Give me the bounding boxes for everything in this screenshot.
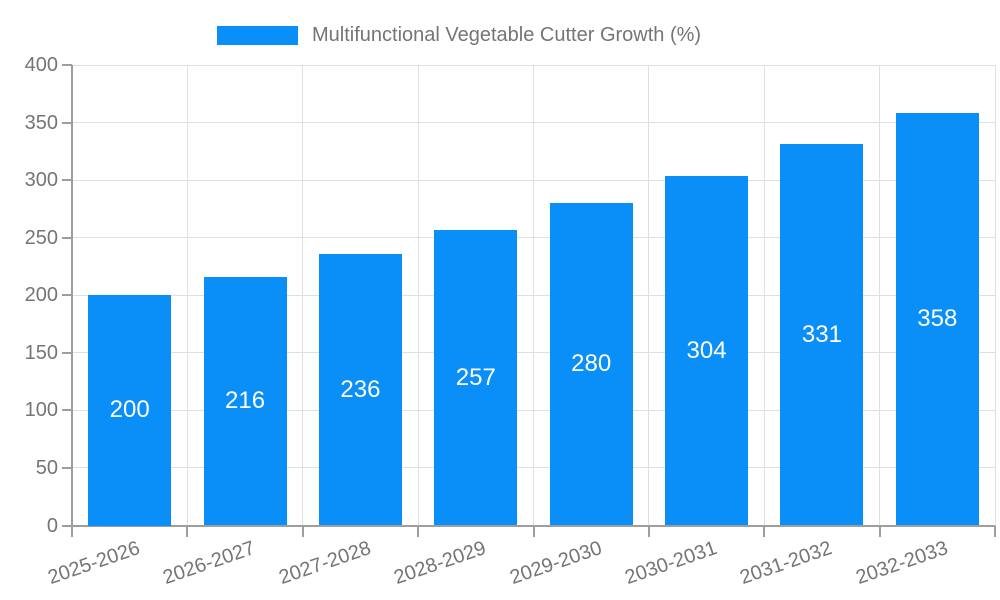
legend-swatch[interactable] — [217, 26, 298, 45]
y-axis-tick — [62, 64, 72, 66]
y-axis-line — [71, 65, 73, 537]
y-axis-tick — [62, 294, 72, 297]
bar[interactable]: 358 — [895, 113, 979, 526]
x-tick-label: 2032-2033 — [852, 536, 951, 589]
bar[interactable]: 200 — [88, 295, 172, 526]
bar-value-label: 216 — [225, 387, 266, 415]
bar[interactable]: 280 — [549, 203, 633, 526]
y-axis-tick — [62, 236, 72, 239]
gridline-vertical — [417, 65, 419, 526]
y-axis-tick — [62, 351, 72, 354]
gridline-vertical — [994, 65, 996, 526]
x-tick-label: 2031-2032 — [737, 536, 836, 589]
x-axis-tick — [186, 525, 189, 537]
x-axis-tick — [417, 525, 420, 537]
y-axis-tick — [62, 409, 72, 412]
x-axis-tick — [763, 525, 766, 537]
gridline-vertical — [763, 65, 765, 526]
y-tick-label: 350 — [24, 111, 58, 134]
bar[interactable]: 331 — [780, 144, 864, 526]
bar-value-label: 304 — [686, 336, 727, 364]
bar-value-label: 280 — [571, 350, 612, 378]
y-tick-label: 300 — [24, 169, 58, 192]
y-tick-label: 100 — [24, 399, 58, 422]
x-tick-label: 2029-2030 — [506, 536, 605, 589]
legend-label[interactable]: Multifunctional Vegetable Cutter Growth … — [312, 24, 702, 46]
y-tick-label: 400 — [24, 54, 58, 76]
gridline-vertical — [648, 65, 650, 526]
x-tick-label: 2030-2031 — [622, 536, 720, 589]
y-tick-label: 50 — [35, 456, 58, 479]
y-axis-tick — [62, 179, 72, 182]
x-tick-label: 2026-2027 — [160, 536, 259, 589]
x-axis-tick — [994, 525, 996, 537]
x-tick-label: 2028-2029 — [391, 536, 489, 589]
bar[interactable]: 304 — [665, 175, 749, 526]
x-axis-tick — [878, 525, 881, 537]
x-tick-label: 2025-2026 — [45, 536, 143, 589]
x-axis-tick — [301, 525, 304, 537]
y-tick-label: 0 — [46, 514, 58, 537]
y-tick-label: 200 — [24, 284, 58, 307]
gridline-vertical — [533, 65, 534, 526]
x-axis-tick — [647, 525, 650, 537]
legend[interactable]: Multifunctional Vegetable Cutter Growth … — [217, 24, 701, 47]
y-tick-label: 250 — [24, 226, 58, 249]
bar[interactable]: 236 — [318, 253, 402, 526]
gridline-vertical — [879, 65, 881, 526]
bar-value-label: 236 — [340, 375, 381, 403]
bar-value-label: 331 — [801, 320, 842, 348]
gridline-vertical — [186, 65, 188, 526]
bar[interactable]: 216 — [203, 276, 287, 526]
y-axis-tick — [62, 121, 72, 124]
x-axis-tick — [532, 525, 535, 537]
bar-value-label: 200 — [109, 396, 150, 424]
bar-value-label: 257 — [455, 363, 496, 391]
y-tick-label: 150 — [24, 341, 58, 364]
bar[interactable]: 257 — [434, 229, 518, 526]
gridline-vertical — [302, 65, 304, 526]
x-tick-label: 2027-2028 — [275, 536, 374, 589]
y-axis-tick — [62, 466, 72, 469]
x-axis-line — [62, 524, 995, 527]
bar-value-label: 358 — [917, 305, 958, 333]
